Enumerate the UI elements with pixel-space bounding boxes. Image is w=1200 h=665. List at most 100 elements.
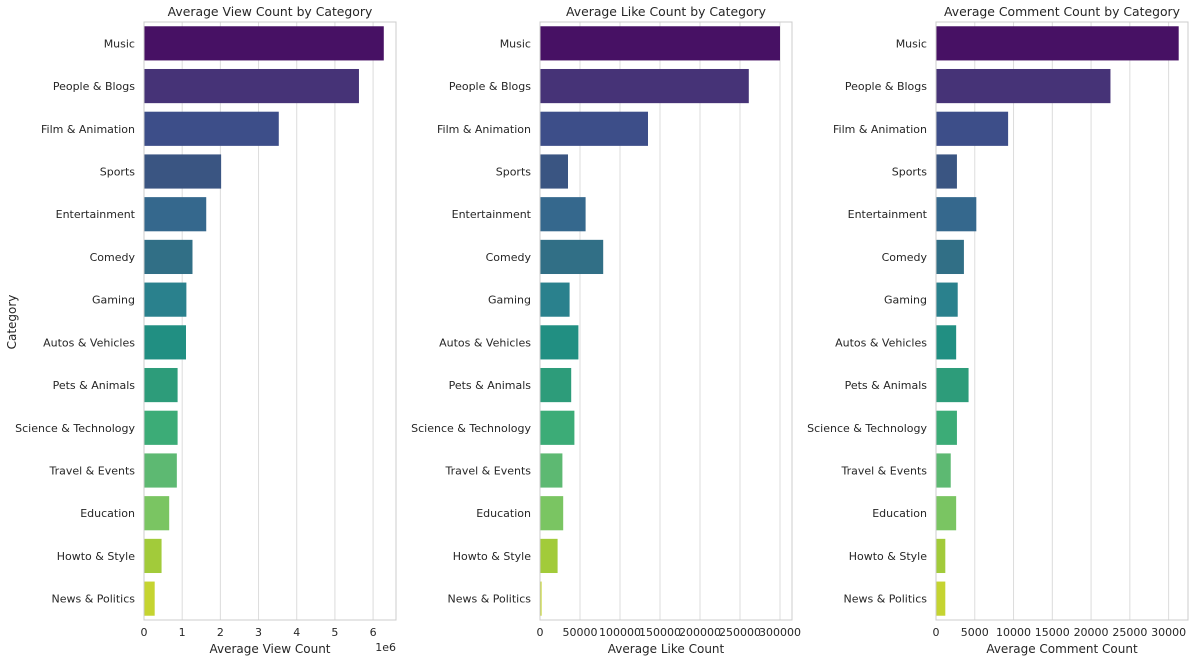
bar	[540, 282, 570, 317]
chart-like-count: Music People & Blogs Film & Animation Sport…	[411, 4, 801, 656]
bar	[540, 367, 572, 403]
x-tick-label: 30000	[1151, 626, 1186, 639]
category-tick-label: Science & Technology	[807, 422, 927, 435]
category-tick-label: Comedy	[90, 251, 136, 264]
bar	[540, 538, 558, 574]
category-tick-label: Howto & Style	[57, 550, 135, 563]
bar	[540, 496, 564, 531]
category-tick-label: Science & Technology	[411, 422, 531, 435]
x-offset-label: 1e6	[375, 641, 396, 654]
category-tick-label: Music	[500, 37, 531, 50]
bar	[144, 581, 155, 616]
bar	[144, 410, 178, 445]
bar	[936, 538, 946, 574]
bar	[144, 239, 193, 275]
category-tick-label: Autos & Vehicles	[439, 336, 531, 349]
bar	[936, 68, 1111, 104]
chart-title: Average View Count by Category	[168, 4, 373, 19]
bar	[540, 111, 648, 146]
x-tick-label: 0	[141, 626, 148, 639]
x-tick-label: 300000	[759, 626, 801, 639]
category-tick-label: Entertainment	[848, 208, 928, 221]
category-tick-label: Music	[104, 37, 135, 50]
plot-frame	[935, 21, 1189, 621]
x-axis-label: Average Like Count	[608, 642, 725, 656]
category-tick-label: Science & Technology	[15, 422, 135, 435]
x-tick-label: 4	[293, 626, 300, 639]
category-tick-label: News & Politics	[51, 593, 135, 606]
category-tick-label: Pets & Animals	[845, 379, 928, 392]
bar	[540, 154, 568, 189]
category-tick-label: Autos & Vehicles	[43, 336, 135, 349]
x-tick-label: 0	[537, 626, 544, 639]
bar	[936, 111, 1009, 146]
category-tick-label: Music	[896, 37, 927, 50]
category-tick-label: Film & Animation	[437, 123, 531, 136]
x-tick-label: 200000	[679, 626, 721, 639]
x-tick-label: 5	[331, 626, 338, 639]
x-tick-label: 6	[370, 626, 377, 639]
x-tick-label: 3	[255, 626, 262, 639]
bar	[936, 239, 964, 275]
x-tick-label: 150000	[639, 626, 681, 639]
category-tick-label: Pets & Animals	[449, 379, 532, 392]
bar	[540, 68, 749, 104]
bar	[144, 367, 178, 403]
category-tick-label: Howto & Style	[453, 550, 531, 563]
bar	[936, 154, 957, 189]
bar	[936, 197, 977, 232]
x-tick-label: 10000	[996, 626, 1031, 639]
chart-title: Average Comment Count by Category	[944, 4, 1180, 19]
x-tick-label: 15000	[1035, 626, 1070, 639]
bar	[144, 26, 384, 61]
bar	[936, 26, 1179, 61]
chart-title: Average Like Count by Category	[566, 4, 766, 19]
category-tick-label: Gaming	[92, 294, 135, 307]
category-tick-label: People & Blogs	[449, 80, 531, 93]
category-tick-label: Sports	[496, 166, 532, 179]
category-tick-label: Travel & Events	[840, 465, 927, 478]
plot-frame	[143, 21, 397, 621]
bar	[144, 538, 162, 574]
bar	[144, 111, 279, 146]
plot-frame	[539, 21, 793, 621]
category-tick-label: Gaming	[488, 294, 531, 307]
category-tick-label: Travel & Events	[48, 465, 135, 478]
x-axis-label: Average View Count	[209, 642, 330, 656]
category-tick-label: People & Blogs	[53, 80, 135, 93]
bar	[144, 68, 359, 104]
bar	[936, 367, 969, 403]
x-tick-label: 0	[933, 626, 940, 639]
bar	[936, 325, 957, 360]
category-tick-label: Film & Animation	[833, 123, 927, 136]
bar	[144, 496, 170, 531]
bar	[144, 325, 186, 360]
bar	[540, 581, 542, 616]
category-tick-label: Autos & Vehicles	[835, 336, 927, 349]
category-tick-label: Education	[872, 507, 927, 520]
category-tick-label: Entertainment	[452, 208, 532, 221]
bar	[936, 282, 958, 317]
x-tick-label: 1	[179, 626, 186, 639]
bar	[540, 325, 579, 360]
category-tick-label: Sports	[892, 166, 928, 179]
x-tick-label: 20000	[1074, 626, 1109, 639]
category-tick-label: Pets & Animals	[53, 379, 136, 392]
category-tick-label: Film & Animation	[41, 123, 135, 136]
bar	[540, 197, 586, 232]
x-axis-label: Average Comment Count	[986, 642, 1138, 656]
x-tick-label: 5000	[961, 626, 989, 639]
category-tick-label: Entertainment	[56, 208, 136, 221]
category-tick-label: News & Politics	[447, 593, 531, 606]
chart-view-count: Music People & Blogs Film & Animation Sport…	[15, 4, 397, 656]
bar	[936, 453, 951, 488]
x-tick-label: 50000	[563, 626, 598, 639]
bar	[144, 197, 207, 232]
x-tick-label: 100000	[599, 626, 641, 639]
bar	[540, 410, 575, 445]
bar	[540, 26, 780, 61]
x-tick-label: 2	[217, 626, 224, 639]
category-tick-label: Comedy	[882, 251, 928, 264]
category-tick-label: Education	[476, 507, 531, 520]
bar	[936, 410, 957, 445]
